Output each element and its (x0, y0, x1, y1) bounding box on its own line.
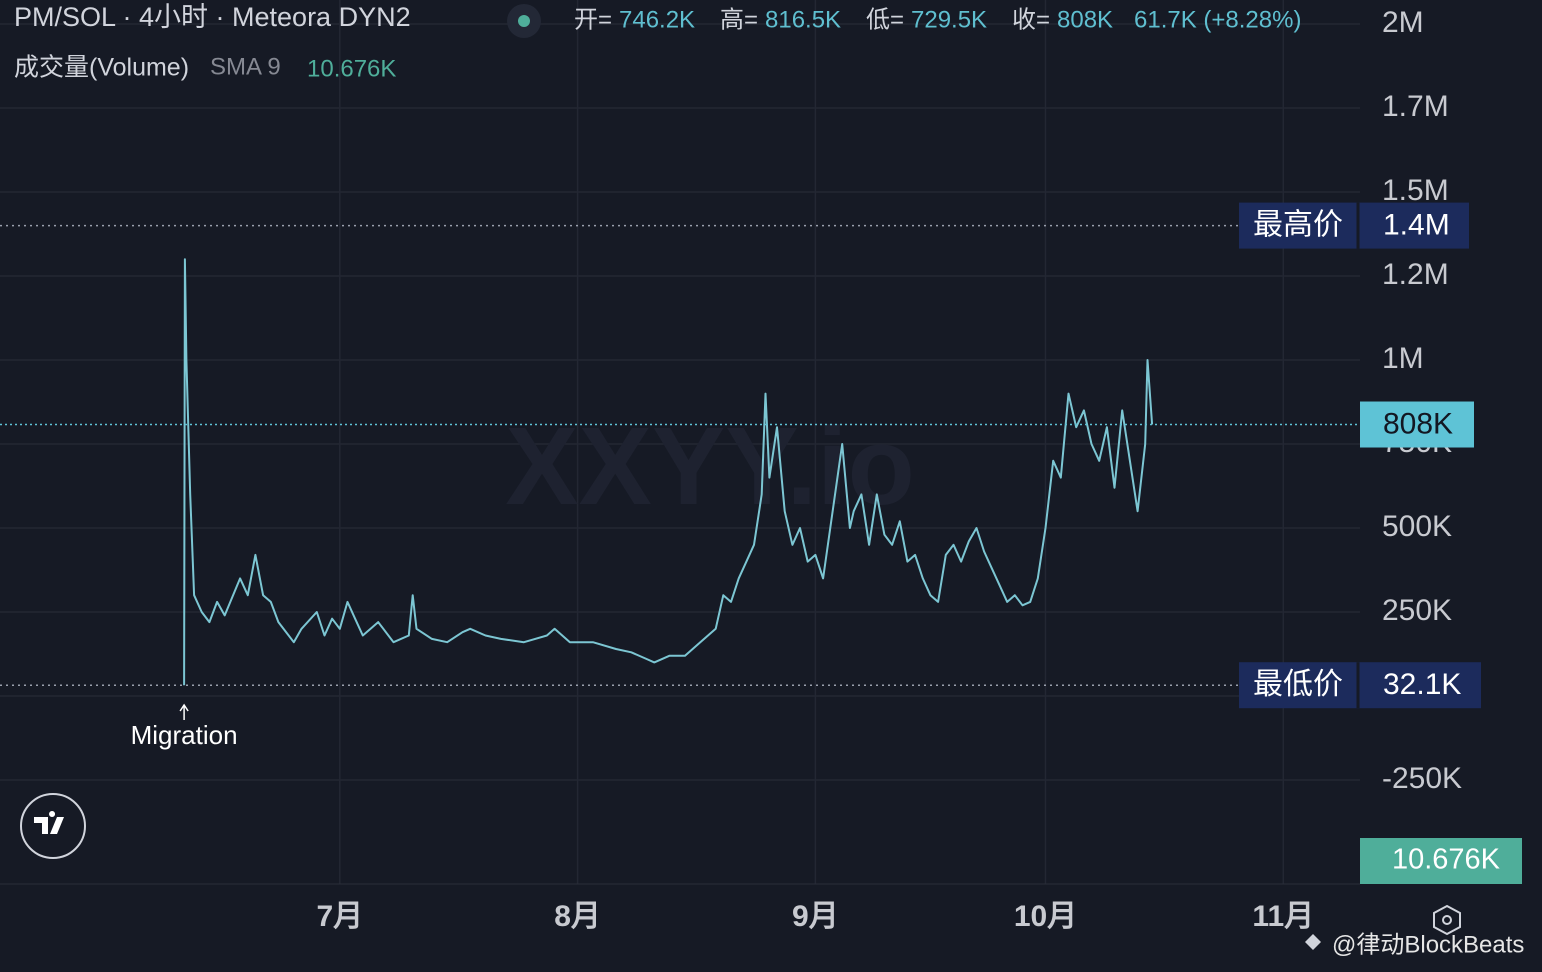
x-tick-label: 10月 (1014, 900, 1077, 933)
high-label: 高= (720, 6, 758, 33)
annotation-text: Migration (131, 720, 238, 750)
logo-ring (20, 793, 86, 859)
y-tick-label: -250K (1382, 762, 1462, 795)
y-tick-label: 250K (1382, 594, 1452, 627)
status-dot (518, 15, 530, 27)
y-tick-label: 1M (1382, 342, 1424, 375)
logo-mark (34, 811, 64, 834)
last-price-value: 808K (1383, 407, 1453, 440)
price-level-label: 最低价 (1253, 668, 1343, 701)
settings-icon-center (1442, 915, 1452, 925)
y-tick-label: 500K (1382, 510, 1452, 543)
x-tick-label: 7月 (316, 900, 363, 933)
settings-icon[interactable] (1433, 904, 1461, 936)
footer-watermark: @律动BlockBeats (1332, 931, 1524, 958)
x-tick-label: 11月 (1252, 900, 1314, 933)
price-level-label: 最高价 (1253, 209, 1343, 242)
watermark: XXYY.io (505, 405, 915, 528)
low-label: 低= (866, 6, 904, 33)
footer-logo (1305, 934, 1321, 950)
low-value: 729.5K (911, 6, 987, 33)
price-level-badge (1239, 662, 1481, 709)
y-tick-label: 1.2M (1382, 258, 1449, 291)
high-value: 816.5K (765, 6, 841, 33)
tradingview-logo[interactable] (20, 793, 86, 859)
x-tick-label: 9月 (792, 900, 839, 933)
y-tick-label: 1.7M (1382, 90, 1449, 123)
volume-label: 成交量(Volume) (14, 54, 189, 82)
open-value: 746.2K (619, 6, 695, 33)
volume-badge-value: 10.676K (1392, 844, 1501, 876)
close-value: 808K (1057, 6, 1113, 33)
y-tick-label: 2M (1382, 6, 1424, 39)
open-label: 开= (574, 6, 612, 33)
price-level-value: 1.4M (1383, 209, 1450, 242)
price-level-value: 32.1K (1383, 668, 1461, 701)
volume-badge (1360, 838, 1522, 884)
plot (0, 224, 1360, 686)
sma-label: SMA 9 (210, 53, 281, 80)
header: PM/SOL · 4小时 · Meteora DYN2 开= 746.2K 高=… (14, 2, 1301, 82)
price-line (183, 258, 1154, 686)
symbol: PM/SOL · 4小时 · Meteora DYN2 (14, 2, 411, 32)
x-tick-label: 8月 (554, 900, 601, 933)
annotation-arrow (179, 703, 189, 720)
y-tick-label: 1.5M (1382, 174, 1449, 207)
close-label: 收= (1012, 6, 1050, 33)
change: 61.7K (+8.28%) (1134, 6, 1301, 33)
price-level-badge (1239, 202, 1469, 249)
sma-value: 10.676K (307, 55, 396, 82)
last-price-badge (1360, 401, 1474, 448)
